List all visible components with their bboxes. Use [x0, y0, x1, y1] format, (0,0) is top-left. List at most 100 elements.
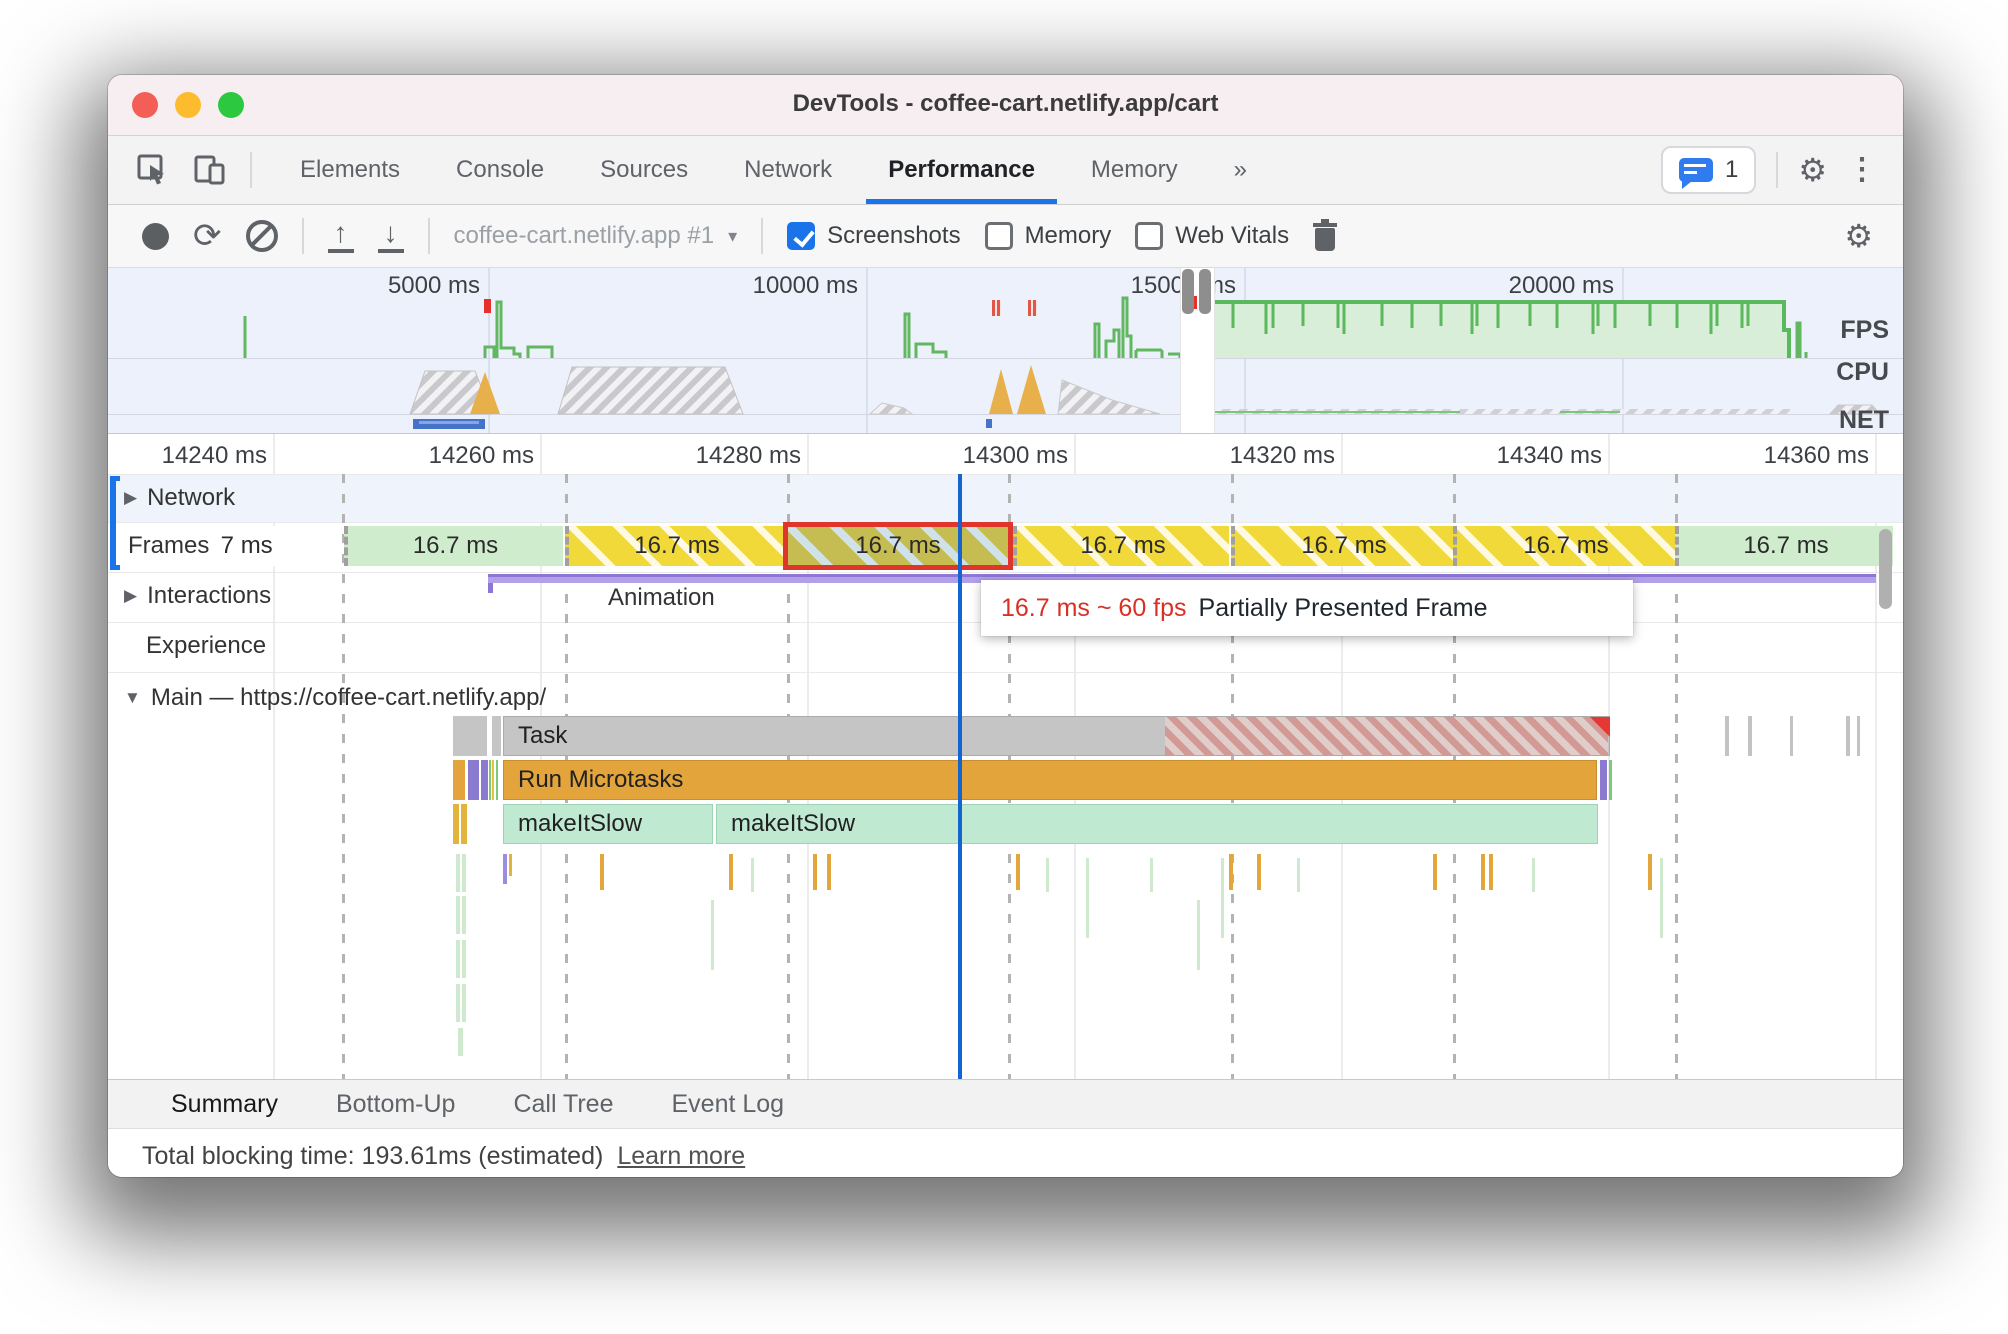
animation-whisker[interactable]: [488, 574, 1876, 583]
details-tab-bar: Summary Bottom-Up Call Tree Event Log: [108, 1079, 1903, 1129]
run-microtasks-bar[interactable]: Run Microtasks: [503, 760, 1597, 800]
vertical-scrollbar[interactable]: [1879, 529, 1892, 609]
issues-button[interactable]: 1: [1660, 146, 1757, 194]
tab-call-tree[interactable]: Call Tree: [513, 1089, 614, 1118]
toolbar-divider: [761, 218, 764, 254]
tab-elements[interactable]: Elements: [300, 156, 401, 183]
frame-tooltip: 16.7 ms ~ 60 fps Partially Presented Fra…: [981, 580, 1633, 636]
memory-label: Memory: [1024, 222, 1112, 249]
frame-good[interactable]: 16.7 ms: [1675, 526, 1893, 566]
total-blocking-time: Total blocking time: 193.61ms (estimated…: [142, 1141, 604, 1170]
long-task-marker: [484, 299, 491, 313]
reload-and-record-icon[interactable]: ⟳: [193, 217, 222, 255]
record-button[interactable]: [142, 222, 169, 250]
learn-more-link[interactable]: Learn more: [617, 1141, 746, 1170]
frame-partially-presented[interactable]: 16.7 ms: [1453, 526, 1675, 566]
settings-gear-icon[interactable]: ⚙: [1798, 152, 1827, 188]
lane-separator: [108, 358, 1903, 359]
long-task-marker: [992, 300, 1001, 316]
overview-time-label: 20000 ms: [1508, 272, 1614, 299]
screenshots-label: Screenshots: [827, 222, 961, 249]
cpu-lane-label: CPU: [1836, 358, 1889, 386]
disclosure-triangle-icon[interactable]: ▶: [124, 488, 138, 507]
panel-tabs: Elements Console Sources Network Perform…: [272, 136, 1275, 204]
capture-settings-gear-icon[interactable]: ⚙: [1844, 218, 1873, 254]
window-title: DevTools - coffee-cart.netlify.app/cart: [792, 90, 1219, 117]
fps-lane-label: FPS: [1840, 316, 1889, 344]
tab-sources[interactable]: Sources: [600, 156, 689, 183]
zoom-window-button[interactable]: [218, 92, 244, 118]
ruler-label: 14240 ms: [161, 442, 267, 469]
frame-partially-presented[interactable]: 16.7 ms: [1013, 526, 1229, 566]
frame-partially-presented[interactable]: 16.7 ms: [1231, 526, 1453, 566]
inspect-element-icon[interactable]: [136, 153, 170, 187]
long-task-marker: [1028, 300, 1037, 316]
clear-recording-icon[interactable]: [245, 220, 278, 252]
toolbar-divider: [250, 152, 252, 188]
ruler-label: 14280 ms: [695, 442, 801, 469]
save-profile-icon[interactable]: ↓: [377, 219, 404, 253]
screenshots-checkbox[interactable]: Screenshots: [787, 222, 961, 250]
checkbox-unchecked-icon[interactable]: [984, 222, 1013, 250]
animation-label: Animation: [608, 584, 715, 611]
device-toolbar-icon[interactable]: [192, 153, 228, 187]
experience-track-label[interactable]: Experience: [146, 632, 267, 659]
overview-time-label: 5000 ms: [387, 272, 480, 299]
issues-icon: [1678, 158, 1713, 189]
ruler-label: 14300 ms: [962, 442, 1068, 469]
more-tabs-button[interactable]: »: [1233, 156, 1247, 183]
checkbox-unchecked-icon[interactable]: [1135, 222, 1164, 250]
ruler-label: 14260 ms: [428, 442, 534, 469]
makeitslow-bar[interactable]: makeItSlow: [716, 804, 1598, 844]
timeline-overview[interactable]: 5000 ms 10000 ms 15000 ms 20000 ms: [108, 268, 1903, 434]
makeitslow-bar[interactable]: makeItSlow: [503, 804, 713, 844]
frame-selected[interactable]: 16.7 ms: [783, 522, 1013, 570]
tab-bottom-up[interactable]: Bottom-Up: [335, 1089, 456, 1118]
web-vitals-checkbox[interactable]: Web Vitals: [1135, 222, 1289, 250]
tab-network[interactable]: Network: [744, 156, 833, 183]
frames-track-label[interactable]: Frames: [118, 526, 220, 566]
overview-time-label: 10000 ms: [752, 272, 858, 299]
tab-event-log[interactable]: Event Log: [671, 1089, 785, 1118]
tooltip-label: Partially Presented Frame: [1198, 593, 1488, 622]
memory-checkbox[interactable]: Memory: [984, 222, 1112, 250]
interactions-track-label[interactable]: ▶ Interactions: [124, 582, 272, 609]
web-vitals-label: Web Vitals: [1175, 222, 1290, 249]
network-track-label[interactable]: ▶ Network: [124, 484, 236, 511]
overview-gridline: [866, 268, 868, 433]
load-profile-icon[interactable]: ↑: [327, 219, 354, 253]
checkbox-checked-icon[interactable]: [787, 222, 816, 250]
flame-chart-panel[interactable]: 14240 ms 14260 ms 14280 ms 14300 ms 1432…: [108, 434, 1903, 1079]
network-track-row[interactable]: [108, 474, 1903, 522]
selection-right-handle[interactable]: [1198, 268, 1212, 315]
long-task-marker: [1194, 296, 1197, 309]
close-window-button[interactable]: [132, 92, 158, 118]
tooltip-duration: 16.7 ms ~ 60 fps: [1001, 593, 1187, 622]
disclosure-triangle-icon[interactable]: ▶: [124, 586, 138, 605]
minimize-window-button[interactable]: [175, 92, 201, 118]
tab-summary[interactable]: Summary: [171, 1089, 278, 1118]
disclosure-triangle-expanded-icon[interactable]: ▼: [124, 688, 141, 707]
main-track-label[interactable]: ▼ Main — https://coffee-cart.netlify.app…: [124, 684, 547, 711]
overview-gridline: [488, 268, 490, 433]
kebab-menu-icon[interactable]: ⋮: [1847, 153, 1877, 186]
traffic-lights: [132, 92, 244, 118]
recording-session-select[interactable]: coffee-cart.netlify.app #1 ▾: [454, 222, 738, 250]
session-label: coffee-cart.netlify.app #1: [453, 222, 715, 249]
delete-recording-icon[interactable]: [1313, 219, 1338, 251]
frame-partially-presented[interactable]: 16.7 ms: [565, 526, 785, 566]
tab-performance[interactable]: Performance: [860, 136, 1063, 204]
toolbar-divider: [427, 218, 430, 254]
tab-memory[interactable]: Memory: [1090, 156, 1178, 183]
title-bar: DevTools - coffee-cart.netlify.app/cart: [108, 75, 1903, 136]
ruler-label: 14360 ms: [1763, 442, 1869, 469]
frame-good[interactable]: 16.7 ms: [344, 526, 563, 566]
selection-left-handle[interactable]: [1181, 268, 1195, 315]
performance-toolbar: ⟳ ↑ ↓ coffee-cart.netlify.app #1 ▾ Scree…: [108, 205, 1903, 268]
playhead-line[interactable]: [958, 474, 962, 1079]
long-task-corner-icon: [1590, 717, 1610, 737]
overview-chart: [243, 296, 1882, 429]
tab-console[interactable]: Console: [456, 156, 545, 183]
ruler-label: 14340 ms: [1496, 442, 1602, 469]
devtools-tab-bar: Elements Console Sources Network Perform…: [108, 136, 1903, 205]
